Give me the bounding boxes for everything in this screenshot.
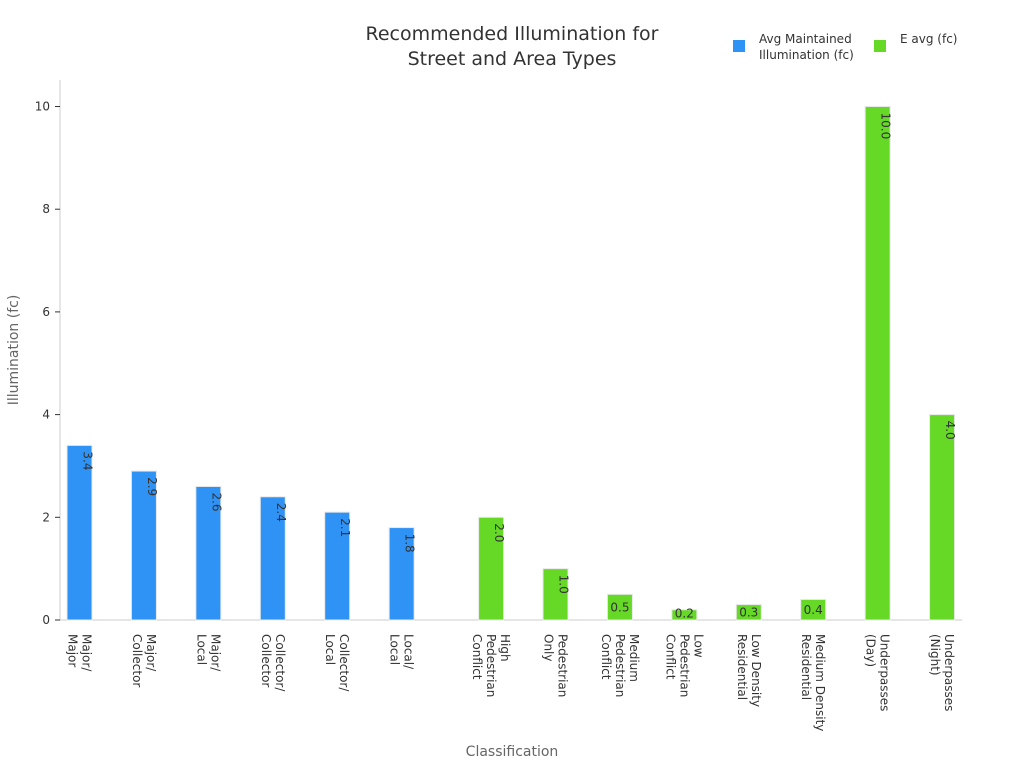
category-label: Medium [627,634,641,682]
bar-value-label: 2.9 [145,477,159,496]
category-label: Collector/ [337,634,351,692]
bar [478,516,505,621]
bar [735,604,762,621]
category-label: Major/ [208,634,222,672]
category-label: Pedestrian [677,634,691,697]
category-label: Only [542,634,556,662]
bar [388,527,415,621]
bar-value-label: 10.0 [879,113,893,140]
bar-value-label: 2.4 [274,503,288,522]
category-label: Medium Density [813,634,827,731]
category-label: Local [194,634,208,665]
legend-label: Illumination (fc) [759,48,854,62]
category-label: Conflict [599,634,613,680]
bar-value-label: 2.1 [338,518,352,537]
category-label: Collector [130,634,144,687]
category-label: Conflict [663,634,677,680]
x-axis-title: Classification [466,744,559,760]
category-label: Underpasses [878,634,892,711]
category-label: Major [66,634,80,667]
category-label: (Night) [928,634,942,676]
bar-value-label: 2.0 [492,523,506,542]
bar [864,106,891,621]
bar-value-label: 2.6 [209,492,223,511]
category-label: Underpasses [942,634,956,711]
category-label: Local/ [402,634,416,670]
category-label: Conflict [470,634,484,680]
y-axis-title: Illumination (fc) [6,295,22,406]
bar-value-label: 1.0 [557,575,571,594]
legend-swatch-1 [733,40,745,52]
category-label: Pedestrian [484,634,498,697]
legend-label: Avg Maintained [759,32,852,46]
bar-value-label: 0.4 [804,603,823,617]
y-tick-label: 10 [35,100,50,114]
legend-label: E avg (fc) [900,32,957,46]
bar [66,444,93,621]
bar-value-label: 4.0 [943,421,957,440]
category-label: Low [691,634,705,658]
category-label: Major/ [144,634,158,672]
y-tick-label: 8 [42,202,50,216]
legend-swatch-2 [874,40,886,52]
y-tick-label: 0 [42,613,50,627]
bar [324,511,351,621]
category-label: Major/ [80,634,94,672]
bar-value-label: 0.3 [739,605,758,619]
bar-value-label: 0.2 [675,607,694,621]
category-label: Residential [735,634,749,700]
category-label: Collector [259,634,273,687]
bar-value-label: 0.5 [610,600,629,614]
bar [800,598,827,621]
category-label: Local [388,634,402,665]
bar-value-label: 3.4 [81,451,95,470]
category-label: Pedestrian [613,634,627,697]
y-tick-label: 6 [42,305,50,319]
category-label: High [498,634,512,662]
category-label: Local [323,634,337,665]
chart-title-line: Street and Area Types [408,48,617,70]
category-label: (Day) [864,634,878,667]
bar [130,470,157,621]
bar [542,568,569,621]
bar [929,414,956,621]
category-label: Pedestrian [556,634,570,697]
bar [195,485,222,621]
category-label: Collector/ [273,634,287,692]
chart-title-line: Recommended Illumination for [366,23,659,45]
y-tick-label: 4 [42,408,50,422]
y-tick-label: 2 [42,510,50,524]
bar [671,609,698,621]
category-label: Low Density [749,634,763,707]
bar-value-label: 1.8 [403,534,417,553]
bar [606,593,633,621]
bar [259,496,286,621]
category-label: Residential [799,634,813,700]
